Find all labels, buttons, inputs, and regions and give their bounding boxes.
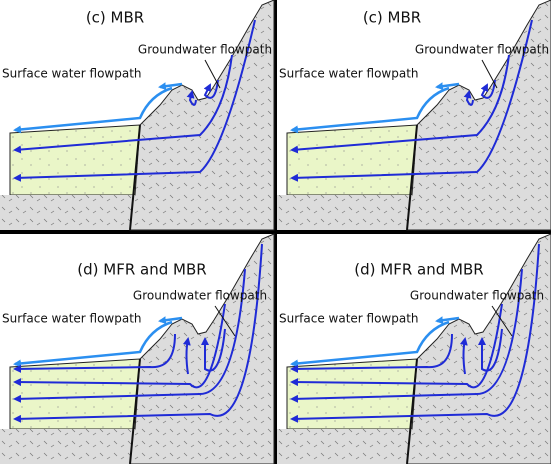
panel-title: (c) MBR <box>86 9 144 27</box>
figure: (c) MBR Groundwater flowpath Surface wat… <box>0 0 551 464</box>
panel: (c) MBR Groundwater flowpath Surface wat… <box>277 0 551 230</box>
panel: (c) MBR Groundwater flowpath Surface wat… <box>0 0 274 230</box>
surface-label: Surface water flowpath <box>2 67 142 81</box>
surface-label: Surface water flowpath <box>279 312 419 326</box>
panel: (d) MFR and MBR Groundwater flowpath Sur… <box>0 234 274 464</box>
groundwater-label: Groundwater flowpath <box>138 43 272 57</box>
panel-title: (d) MFR and MBR <box>354 261 483 279</box>
groundwater-label: Groundwater flowpath <box>133 289 267 303</box>
panel-title: (d) MFR and MBR <box>77 261 206 279</box>
groundwater-label: Groundwater flowpath <box>415 43 549 57</box>
panel-title: (c) MBR <box>363 9 421 27</box>
surface-label: Surface water flowpath <box>279 67 419 81</box>
groundwater-label: Groundwater flowpath <box>410 289 544 303</box>
panel: (d) MFR and MBR Groundwater flowpath Sur… <box>277 234 551 464</box>
surface-label: Surface water flowpath <box>2 312 142 326</box>
